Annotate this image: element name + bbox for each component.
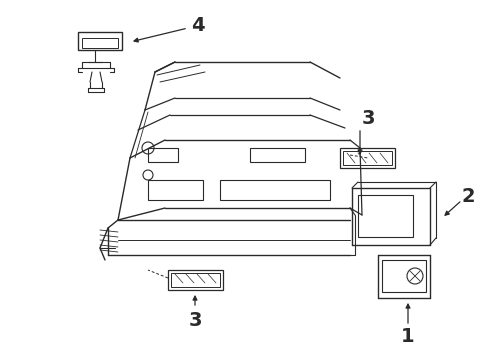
Text: 3: 3 <box>361 108 375 127</box>
Text: 4: 4 <box>191 15 205 35</box>
Bar <box>82 38 118 48</box>
Text: 3: 3 <box>188 310 202 329</box>
Bar <box>358 195 413 237</box>
Bar <box>171 273 220 287</box>
Text: 2: 2 <box>461 186 475 206</box>
Bar <box>78 32 122 50</box>
Bar <box>343 151 392 165</box>
Bar <box>382 260 426 292</box>
Bar <box>168 270 223 290</box>
Bar <box>220 180 330 200</box>
Text: 1: 1 <box>401 327 415 346</box>
Bar <box>340 148 395 168</box>
Bar <box>148 148 178 162</box>
Bar <box>148 180 203 200</box>
Bar <box>250 148 305 162</box>
